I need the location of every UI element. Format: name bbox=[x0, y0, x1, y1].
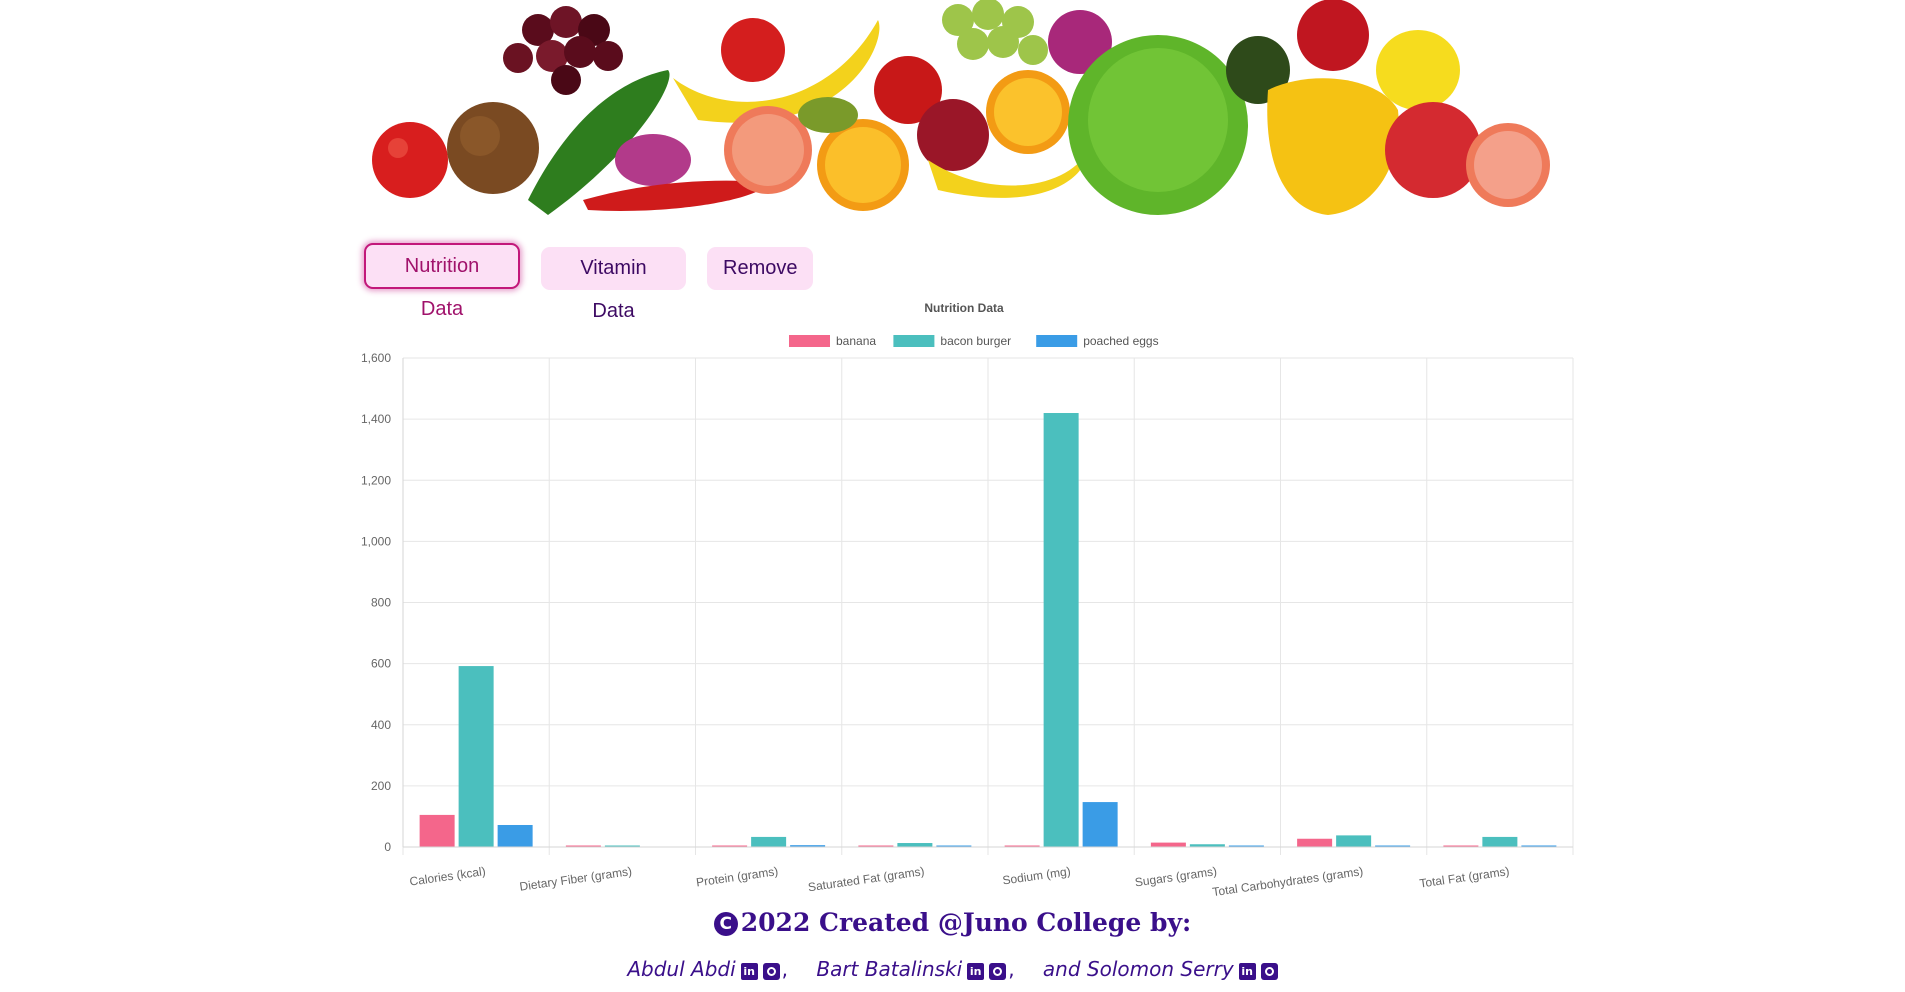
nutrition-data-label: Nutrition Data bbox=[404, 255, 480, 320]
author-name: and Solomon Serry bbox=[1042, 957, 1234, 981]
linkedin-icon[interactable]: in bbox=[740, 963, 758, 980]
author-separator: , bbox=[1008, 957, 1015, 981]
legend-label-1: bacon burger bbox=[940, 334, 1011, 348]
bar-bacon-burger-4 bbox=[1043, 413, 1079, 847]
bar-poached-eggs-2 bbox=[790, 845, 826, 847]
author-name: Abdul Abdi bbox=[627, 957, 736, 981]
author-abdul: Abdul Abdi in, bbox=[627, 957, 810, 981]
bar-banana-0 bbox=[419, 814, 455, 847]
nutrition-data-button[interactable]: Nutrition Data bbox=[364, 243, 520, 320]
x-tick-label: Saturated Fat (grams) bbox=[807, 864, 925, 894]
github-icon[interactable] bbox=[1260, 963, 1278, 980]
grapes-illustration bbox=[503, 6, 623, 95]
bar-poached-eggs-4 bbox=[1082, 802, 1118, 847]
legend-label-2: poached eggs bbox=[1083, 334, 1158, 348]
y-tick-label: 1,000 bbox=[361, 534, 391, 548]
y-tick-label: 400 bbox=[371, 718, 391, 732]
y-tick-label: 600 bbox=[371, 657, 391, 671]
x-tick-label: Total Fat (grams) bbox=[1419, 864, 1511, 890]
x-tick-label: Sugars (grams) bbox=[1134, 864, 1218, 889]
y-tick-label: 0 bbox=[384, 840, 391, 854]
bar-poached-eggs-0 bbox=[497, 824, 533, 847]
bar-bacon-burger-2 bbox=[751, 836, 787, 847]
author-name: Bart Batalinski bbox=[816, 957, 963, 981]
bar-banana-1 bbox=[565, 845, 601, 847]
y-tick-label: 800 bbox=[371, 596, 391, 610]
author-credits: Abdul Abdi in, Bart Batalinski in, and Sol… bbox=[0, 957, 1905, 981]
author-solomon: and Solomon Serry in bbox=[1043, 957, 1278, 981]
bar-banana-2 bbox=[712, 845, 748, 847]
linkedin-icon[interactable]: in bbox=[967, 963, 985, 980]
y-tick-label: 1,400 bbox=[361, 412, 391, 426]
y-tick-label: 200 bbox=[371, 779, 391, 793]
footer-title-text: 2022 Created @Juno College by: bbox=[740, 908, 1192, 937]
remove-button[interactable]: Remove bbox=[707, 247, 813, 290]
bar-bacon-burger-6 bbox=[1336, 835, 1372, 847]
bar-banana-6 bbox=[1297, 838, 1333, 847]
bar-bacon-burger-1 bbox=[604, 845, 640, 847]
bar-bacon-burger-5 bbox=[1189, 844, 1225, 847]
x-tick-label: Total Carbohydrates (grams) bbox=[1212, 864, 1365, 899]
bar-poached-eggs-6 bbox=[1375, 845, 1411, 847]
bar-banana-4 bbox=[1004, 845, 1040, 847]
hero-produce-image bbox=[368, 0, 1552, 226]
bar-bacon-burger-0 bbox=[458, 666, 494, 847]
author-separator: , bbox=[781, 957, 788, 981]
remove-label: Remove bbox=[723, 257, 798, 279]
x-tick-label: Sodium (mg) bbox=[1002, 864, 1072, 887]
author-bart: Bart Batalinski in, bbox=[816, 957, 1036, 981]
legend-swatch-0 bbox=[789, 335, 830, 347]
bar-poached-eggs-7 bbox=[1521, 845, 1557, 847]
github-icon[interactable] bbox=[762, 963, 780, 980]
x-tick-label: Calories (kcal) bbox=[409, 864, 487, 889]
vitamin-data-button[interactable]: Vitamin Data bbox=[541, 247, 686, 322]
legend-swatch-1 bbox=[893, 335, 935, 347]
chart-title: Nutrition Data bbox=[924, 301, 1004, 315]
copyright-icon: C bbox=[713, 912, 738, 936]
legend-label-0: banana bbox=[836, 334, 876, 348]
vitamin-data-label: Vitamin Data bbox=[580, 257, 647, 322]
bar-banana-3 bbox=[858, 845, 894, 847]
bar-poached-eggs-3 bbox=[936, 845, 972, 847]
bar-bacon-burger-3 bbox=[897, 843, 933, 847]
bar-bacon-burger-7 bbox=[1482, 836, 1518, 847]
x-tick-label: Dietary Fiber (grams) bbox=[519, 864, 633, 894]
bar-banana-5 bbox=[1150, 842, 1186, 847]
linkedin-icon[interactable]: in bbox=[1238, 963, 1256, 980]
y-tick-label: 1,200 bbox=[361, 473, 391, 487]
footer-title: C 2022 Created @Juno College by: bbox=[0, 908, 1905, 937]
bar-banana-7 bbox=[1443, 845, 1479, 847]
y-tick-label: 1,600 bbox=[361, 351, 391, 365]
legend-swatch-2 bbox=[1036, 335, 1078, 347]
x-tick-label: Protein (grams) bbox=[695, 864, 779, 889]
bar-poached-eggs-5 bbox=[1228, 845, 1264, 847]
github-icon[interactable] bbox=[989, 963, 1007, 980]
